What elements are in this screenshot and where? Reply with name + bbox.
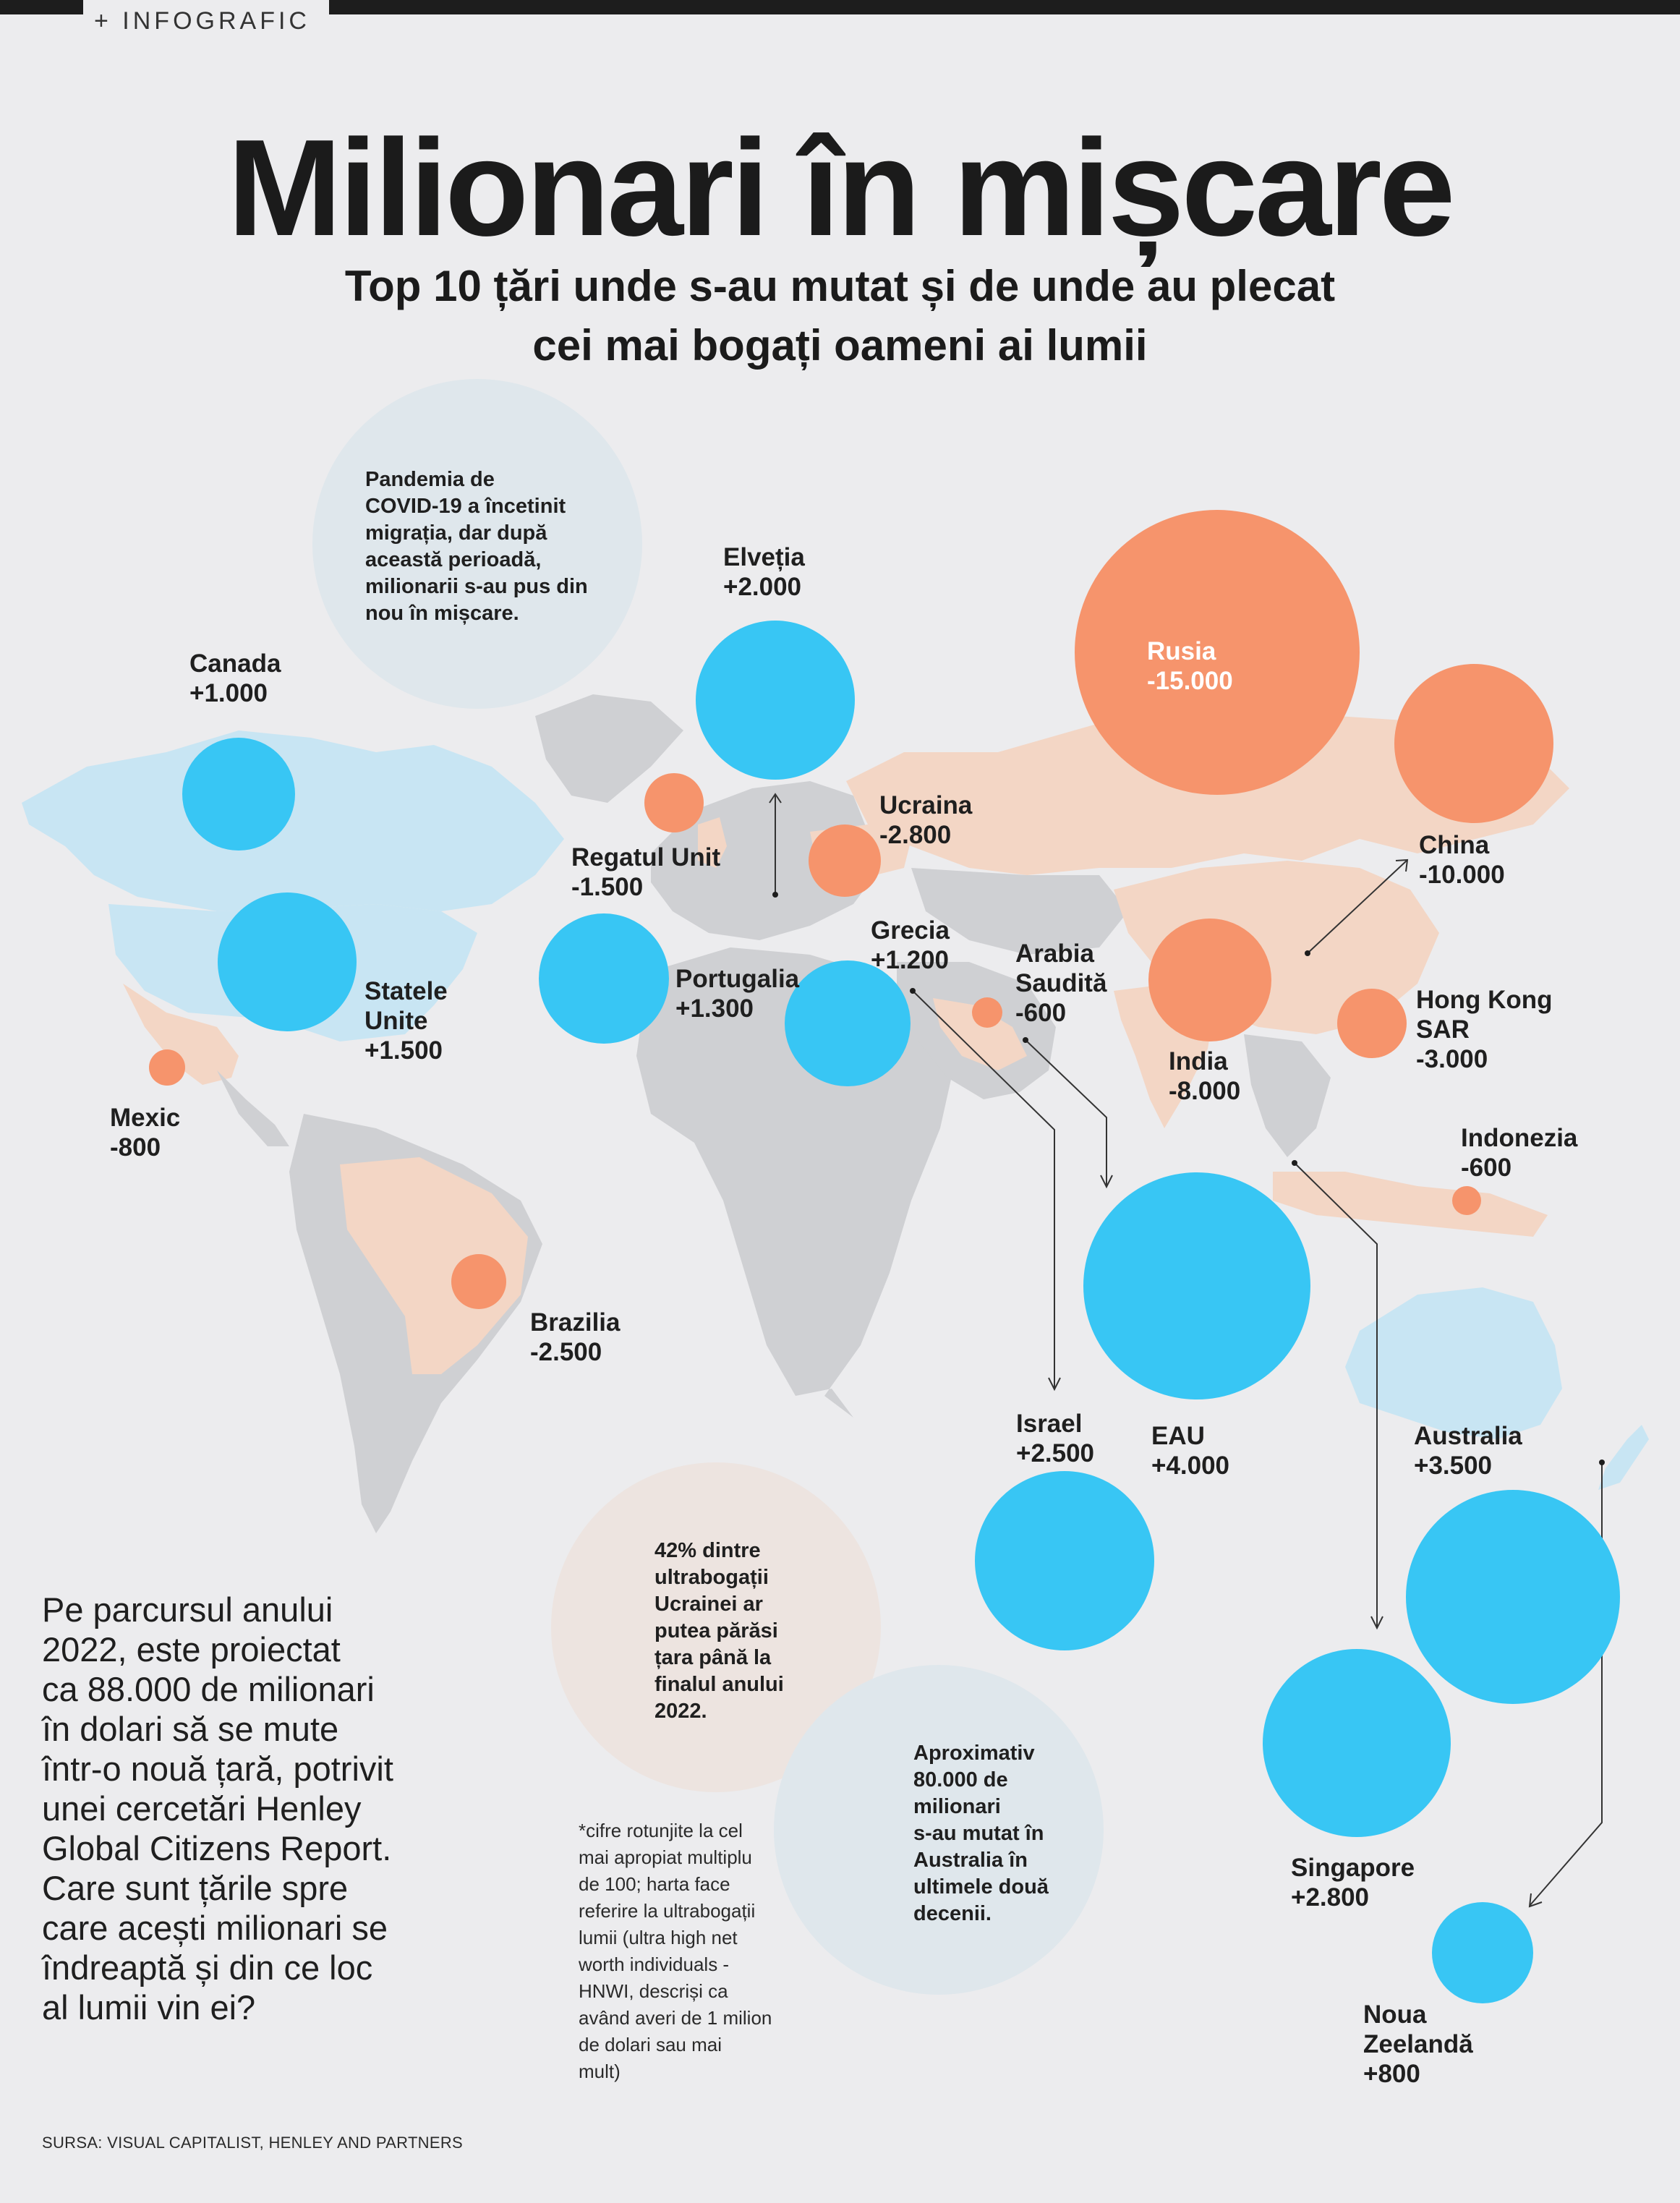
label-china: China -10.000 xyxy=(1419,831,1505,889)
saudi-land xyxy=(933,998,1027,1070)
label-saudi: Arabia Saudită -600 xyxy=(1015,939,1107,1027)
uae-arrowhead xyxy=(1100,1175,1113,1189)
china-connector xyxy=(1307,860,1407,954)
bubble-singapore xyxy=(1263,1649,1451,1837)
bubble-indonesia xyxy=(1452,1186,1481,1215)
label-uk: Regatul Unit -1.500 xyxy=(571,843,721,901)
southeast-asia-land xyxy=(1244,1034,1331,1157)
canada-land xyxy=(22,730,564,911)
label-mexico: Mexic -800 xyxy=(110,1104,181,1162)
label-hong-kong: Hong Kong SAR -3.000 xyxy=(1416,986,1553,1073)
label-india: India -8.000 xyxy=(1169,1047,1241,1105)
loss-bubbles xyxy=(149,510,1553,1309)
label-switzerland: Elveția +2.000 xyxy=(723,543,805,601)
label-canada: Canada +1.000 xyxy=(189,649,281,707)
bubble-switzerland xyxy=(696,621,855,780)
bubble-mexico xyxy=(149,1049,185,1086)
new-zealand-arrowhead xyxy=(1528,1893,1543,1908)
australia-note: Aproximativ 80.000 de milionari s-au mut… xyxy=(913,1742,1049,1925)
uae-connector xyxy=(1025,1039,1107,1186)
label-brazil: Brazilia -2.500 xyxy=(530,1308,621,1366)
footnote: *cifre rotunjite la cel mai apropiat mul… xyxy=(579,1820,772,2082)
bubble-uae xyxy=(1083,1172,1310,1399)
bubble-ukraine xyxy=(809,824,881,897)
page-title: Milionari în mișcare xyxy=(227,111,1456,265)
indonesia-land xyxy=(1273,1172,1548,1237)
label-indonesia: Indonezia -600 xyxy=(1461,1124,1578,1182)
uk-land xyxy=(698,817,727,868)
bubble-israel xyxy=(975,1471,1154,1650)
central-america-land xyxy=(217,1070,289,1146)
bubble-saudi xyxy=(972,997,1002,1028)
bubble-uk xyxy=(644,773,704,832)
brazil-land xyxy=(340,1157,528,1374)
new-zealand-land xyxy=(1598,1425,1649,1490)
bubble-greece xyxy=(785,960,911,1086)
source-credit: SURSA: VISUAL CAPITALIST, HENLEY AND PAR… xyxy=(42,2134,464,2152)
label-australia: Australia +3.500 xyxy=(1414,1422,1522,1480)
ukraine-note-circle xyxy=(551,1462,881,1792)
israel-connector xyxy=(912,990,1055,1389)
bubble-usa xyxy=(218,892,357,1031)
ukraine-note: 42% dintre ultrabogații Ucrainei ar pute… xyxy=(654,1539,784,1723)
label-new-zealand: Noua Zeelandă +800 xyxy=(1363,2000,1473,2088)
china-arrowhead xyxy=(1395,858,1409,872)
bubble-brazil xyxy=(451,1254,506,1309)
section-kicker: + INFOGRAFIC xyxy=(94,7,310,35)
europe-land xyxy=(651,781,875,940)
greenland-land xyxy=(535,694,683,803)
israel-arrowhead xyxy=(1048,1377,1061,1392)
bubble-india xyxy=(1148,919,1271,1041)
label-russia: Rusia -15.000 xyxy=(1147,637,1233,695)
mexico-land xyxy=(123,984,239,1085)
covid-note-circle xyxy=(312,379,642,709)
bubble-portugal xyxy=(539,913,669,1044)
label-ukraine: Ucraina -2.800 xyxy=(879,791,973,849)
singapore-connector xyxy=(1294,1162,1378,1627)
label-usa: Statele Unite +1.500 xyxy=(364,977,448,1065)
covid-note: Pandemia de COVID-19 a încetinit migrați… xyxy=(365,468,588,625)
singapore-arrowhead xyxy=(1370,1616,1383,1630)
switzerland-arrowhead xyxy=(769,793,782,804)
label-singapore: Singapore +2.800 xyxy=(1291,1854,1415,1912)
label-israel: Israel +2.500 xyxy=(1016,1410,1095,1467)
label-greece: Grecia +1.200 xyxy=(871,916,950,974)
connector-dots xyxy=(772,892,1605,1465)
australia-note-circle xyxy=(774,1665,1104,1995)
bubble-canada xyxy=(182,738,295,851)
connectors xyxy=(769,793,1603,1908)
bubble-china xyxy=(1394,664,1553,823)
central-asia-land xyxy=(911,868,1128,955)
top-bar-right xyxy=(329,0,1680,14)
bubble-new-zealand xyxy=(1432,1902,1533,2003)
top-bar-left xyxy=(0,0,83,14)
intro-text: Pe parcursul anului 2022, este proiectat… xyxy=(42,1590,393,2027)
label-uae: EAU +4.000 xyxy=(1151,1422,1230,1480)
label-portugal: Portugalia +1.300 xyxy=(675,965,800,1023)
page-subtitle: Top 10 țări unde s-au mutat și de unde a… xyxy=(344,262,1336,370)
bubble-russia xyxy=(1075,510,1360,795)
gain-bubbles xyxy=(182,621,1620,2003)
australia-land xyxy=(1345,1287,1562,1439)
bubble-australia xyxy=(1406,1490,1620,1704)
bubble-hong-kong xyxy=(1337,989,1407,1058)
